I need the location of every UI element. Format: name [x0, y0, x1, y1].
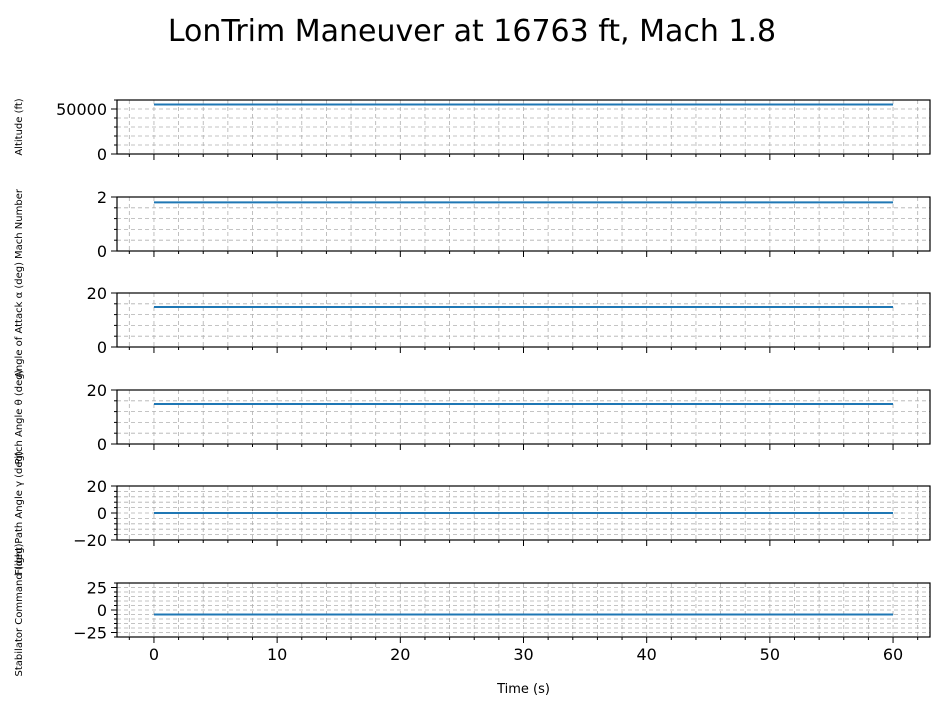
- y-axis-label: Mach Number: [14, 188, 25, 259]
- x-tick-label: 0: [149, 645, 159, 664]
- y-tick-label: 20: [87, 381, 107, 400]
- y-tick-label: 0: [97, 435, 107, 454]
- grid: [117, 390, 930, 444]
- subplot-6: −25 0 25 Stabilator Command (deg) 0 10 20 30 40 5…: [14, 543, 931, 697]
- y-axis-label: Stabilator Command (deg): [14, 543, 25, 676]
- x-tick-label: 10: [267, 645, 287, 664]
- y-tick-label: 0: [97, 145, 107, 164]
- subplot-3: 0 20 Angle of Attack α (deg): [14, 262, 931, 378]
- subplot-2: 0 2 Mach Number: [14, 188, 931, 261]
- y-tick-label: 20: [87, 284, 107, 303]
- x-tick-label: 40: [637, 645, 657, 664]
- y-tick-label: 25: [87, 579, 107, 598]
- x-tick-label: 20: [390, 645, 410, 664]
- y-tick-label: 2: [97, 188, 107, 207]
- y-axis-label: Flight Path Angle γ (deg): [14, 451, 25, 575]
- y-tick-label: 0: [97, 242, 107, 261]
- y-tick-label: 0: [97, 504, 107, 523]
- x-tick-label: 60: [883, 645, 903, 664]
- y-tick-label: 20: [87, 477, 107, 496]
- grid: [117, 583, 930, 637]
- y-axis-label: Altitude (ft): [14, 98, 25, 155]
- subplot-1: 0 50000 Altitude (ft): [14, 98, 931, 164]
- x-axis-label: Time (s): [496, 682, 550, 697]
- y-tick-label: 50000: [56, 100, 107, 119]
- subplot-4: 0 20 Pitch Angle θ (deg): [14, 369, 931, 465]
- y-tick-label: −20: [73, 531, 107, 550]
- y-axis-label: Angle of Attack α (deg): [14, 262, 25, 378]
- grid: [117, 197, 930, 251]
- x-tick-label: 50: [760, 645, 780, 664]
- figure-title: LonTrim Maneuver at 16763 ft, Mach 1.8: [168, 14, 776, 49]
- grid: [117, 100, 930, 154]
- y-tick-label: 0: [97, 338, 107, 357]
- y-tick-label: −25: [73, 624, 107, 643]
- y-tick-label: 0: [97, 601, 107, 620]
- subplot-5: −20 0 20 Flight Path Angle γ (deg): [14, 451, 931, 575]
- grid: [117, 293, 930, 347]
- x-tick-label: 30: [513, 645, 533, 664]
- y-axis-label: Pitch Angle θ (deg): [14, 369, 25, 464]
